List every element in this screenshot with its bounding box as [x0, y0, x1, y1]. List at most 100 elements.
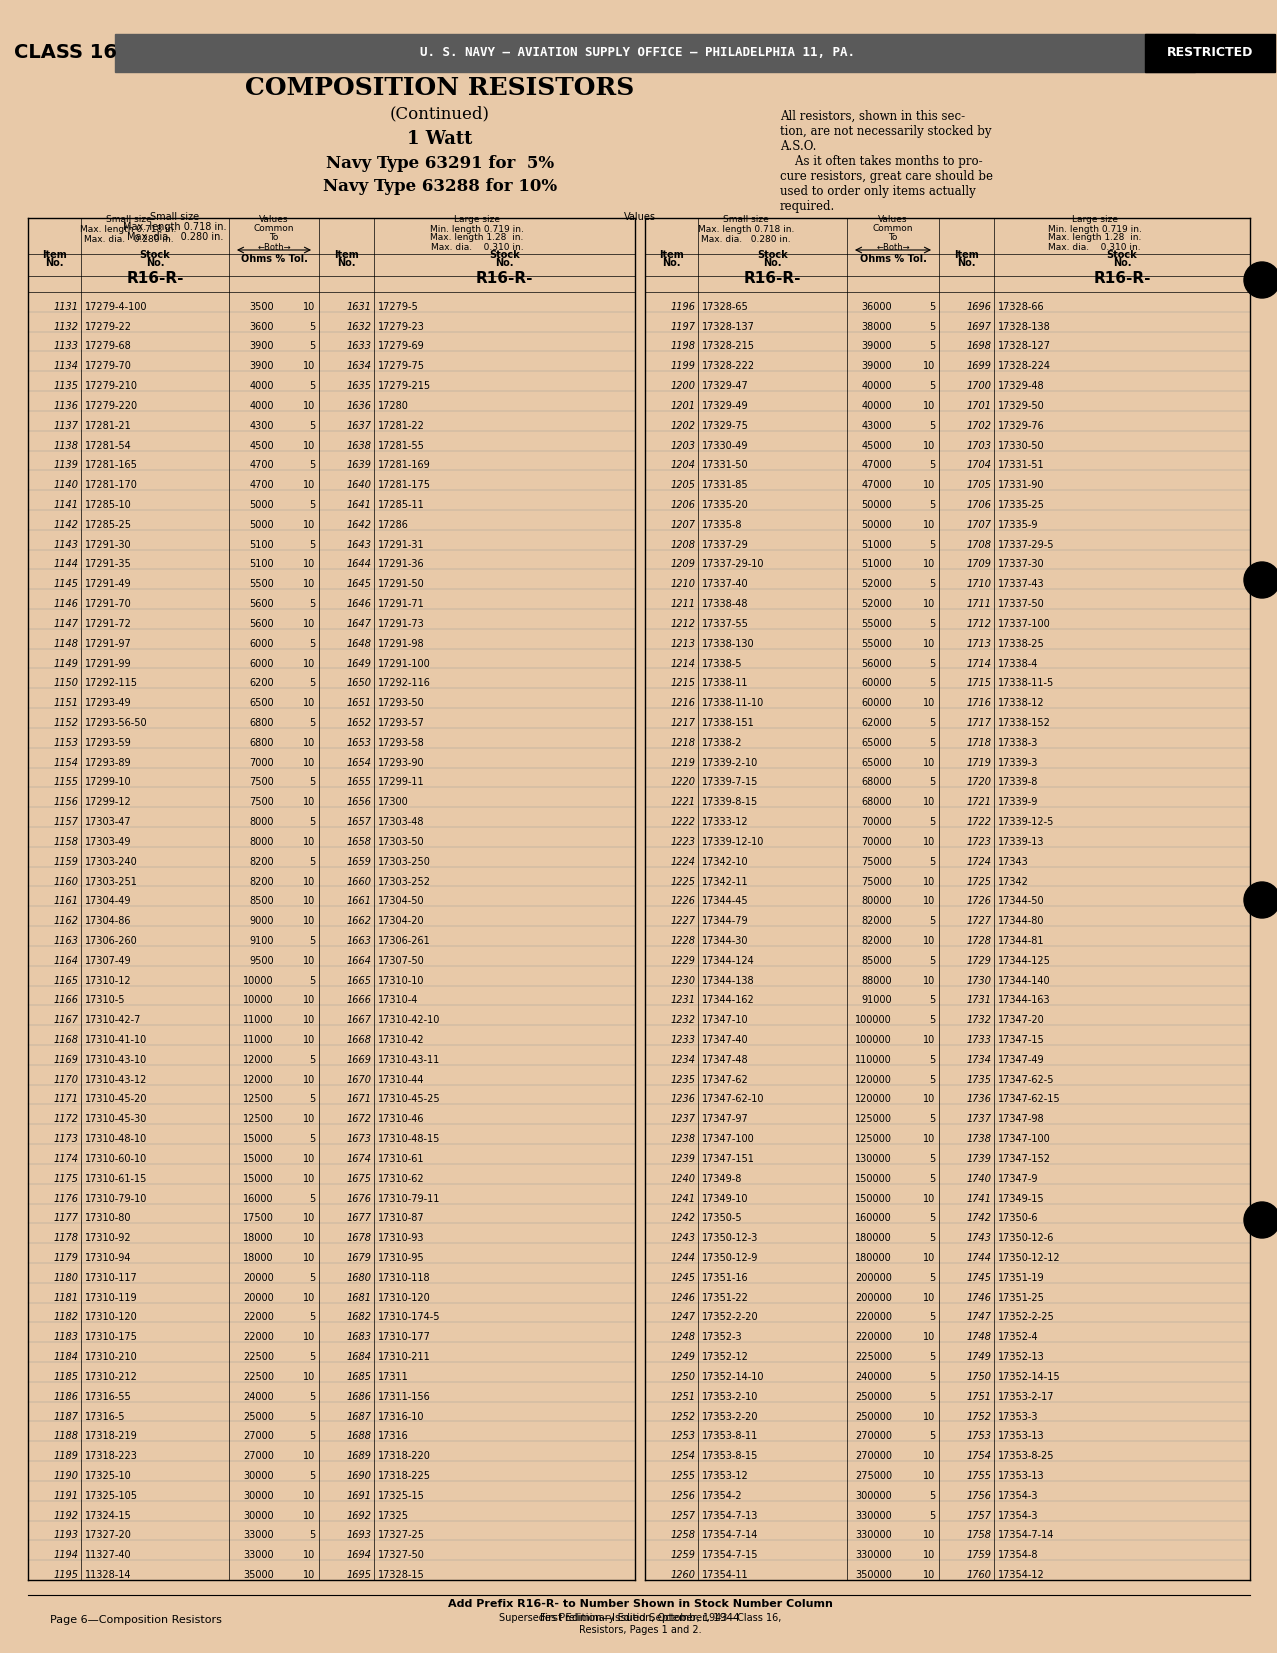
- Text: 1233: 1233: [670, 1035, 696, 1045]
- Text: 17310-61-15: 17310-61-15: [86, 1174, 147, 1184]
- Text: 17331-85: 17331-85: [702, 481, 748, 491]
- Text: 10: 10: [303, 1332, 315, 1342]
- Text: 17327-25: 17327-25: [378, 1531, 425, 1541]
- Text: 17339-12-5: 17339-12-5: [999, 817, 1055, 826]
- Text: All resistors, shown in this sec-
tion, are not necessarily stocked by
A.S.O.
  : All resistors, shown in this sec- tion, …: [780, 111, 994, 213]
- Text: 17353-13: 17353-13: [999, 1431, 1045, 1441]
- Text: 4700: 4700: [249, 461, 275, 471]
- Text: First Edition—Issued September, 1944: First Edition—Issued September, 1944: [540, 1613, 739, 1623]
- Text: 1736: 1736: [967, 1094, 992, 1104]
- Text: 1134: 1134: [54, 362, 79, 372]
- Text: 1741: 1741: [967, 1193, 992, 1203]
- Text: Max. dia.   0.280 in.: Max. dia. 0.280 in.: [84, 235, 174, 245]
- Text: 1654: 1654: [347, 757, 372, 767]
- Text: 1136: 1136: [54, 402, 79, 412]
- Text: 17337-43: 17337-43: [999, 579, 1045, 588]
- Text: 1212: 1212: [670, 618, 696, 628]
- Text: 17310-94: 17310-94: [86, 1253, 132, 1263]
- Text: 17347-15: 17347-15: [999, 1035, 1045, 1045]
- Text: Min. length 0.719 in.: Min. length 0.719 in.: [430, 225, 524, 235]
- Text: 1668: 1668: [347, 1035, 372, 1045]
- Text: 17310-45-25: 17310-45-25: [378, 1094, 441, 1104]
- Text: 17352-14-10: 17352-14-10: [702, 1372, 765, 1382]
- Text: 1696: 1696: [967, 302, 992, 312]
- Text: 55000: 55000: [861, 618, 893, 628]
- Text: 1739: 1739: [967, 1154, 992, 1164]
- Text: 10: 10: [303, 757, 315, 767]
- Text: 17303-251: 17303-251: [86, 876, 138, 886]
- Text: 17291-30: 17291-30: [86, 539, 132, 550]
- Bar: [115, 35, 1195, 73]
- Text: 1150: 1150: [54, 678, 79, 688]
- Text: 17351-22: 17351-22: [702, 1293, 748, 1303]
- Text: 17293-50: 17293-50: [378, 698, 425, 707]
- Text: Stock: Stock: [757, 250, 788, 260]
- Text: 17310-174-5: 17310-174-5: [378, 1312, 441, 1322]
- Text: 1216: 1216: [670, 698, 696, 707]
- Text: 5: 5: [928, 1431, 935, 1441]
- Text: 52000: 52000: [861, 579, 893, 588]
- Text: 1218: 1218: [670, 737, 696, 747]
- Text: 1723: 1723: [967, 836, 992, 846]
- Text: 5: 5: [928, 1074, 935, 1084]
- Text: 24000: 24000: [243, 1392, 275, 1402]
- Text: 17279-70: 17279-70: [86, 362, 132, 372]
- Text: 1204: 1204: [670, 461, 696, 471]
- Text: 10: 10: [303, 1213, 315, 1223]
- Text: 17285-25: 17285-25: [86, 519, 132, 531]
- Text: Small size: Small size: [723, 215, 769, 225]
- Text: 10: 10: [303, 441, 315, 451]
- Text: 7500: 7500: [249, 797, 275, 807]
- Text: 5600: 5600: [249, 598, 275, 608]
- Text: 1667: 1667: [347, 1015, 372, 1025]
- Text: 1730: 1730: [967, 975, 992, 985]
- Text: Stock: Stock: [489, 250, 520, 260]
- Text: Item: Item: [42, 250, 66, 260]
- Text: 10: 10: [923, 1332, 935, 1342]
- Text: 9100: 9100: [249, 936, 275, 946]
- Text: 17324-15: 17324-15: [86, 1511, 132, 1521]
- Text: 17352-2-25: 17352-2-25: [999, 1312, 1055, 1322]
- Text: 5: 5: [928, 322, 935, 332]
- Text: 17344-140: 17344-140: [999, 975, 1051, 985]
- Text: 5: 5: [309, 1531, 315, 1541]
- Text: 17318-220: 17318-220: [378, 1451, 430, 1461]
- Text: 17338-25: 17338-25: [999, 638, 1045, 648]
- Text: 17338-5: 17338-5: [702, 658, 742, 668]
- Text: 1721: 1721: [967, 797, 992, 807]
- Text: Item: Item: [954, 250, 979, 260]
- Text: 10000: 10000: [244, 995, 275, 1005]
- Text: 5: 5: [309, 461, 315, 471]
- Text: 150000: 150000: [856, 1193, 893, 1203]
- Text: 10: 10: [303, 1551, 315, 1560]
- Text: 1210: 1210: [670, 579, 696, 588]
- Text: 1143: 1143: [54, 539, 79, 550]
- Text: Item: Item: [659, 250, 684, 260]
- Text: 1191: 1191: [54, 1491, 79, 1501]
- Text: 17350-12-3: 17350-12-3: [702, 1233, 759, 1243]
- Text: 10: 10: [923, 896, 935, 906]
- Text: 10: 10: [303, 1451, 315, 1461]
- Text: 1198: 1198: [670, 342, 696, 352]
- Text: No.: No.: [495, 258, 513, 268]
- Text: 17354-7-14: 17354-7-14: [999, 1531, 1055, 1541]
- Text: 10: 10: [303, 896, 315, 906]
- Text: 1260: 1260: [670, 1570, 696, 1580]
- Text: 1663: 1663: [347, 936, 372, 946]
- Text: 17304-86: 17304-86: [86, 916, 132, 926]
- Text: 11000: 11000: [244, 1035, 275, 1045]
- Text: 1729: 1729: [967, 955, 992, 965]
- Text: 5: 5: [928, 1511, 935, 1521]
- Text: 1206: 1206: [670, 499, 696, 511]
- Text: 1731: 1731: [967, 995, 992, 1005]
- Text: 10: 10: [303, 302, 315, 312]
- Text: 1717: 1717: [967, 717, 992, 727]
- Text: 17310-44: 17310-44: [378, 1074, 424, 1084]
- Text: 17310-175: 17310-175: [86, 1332, 138, 1342]
- Text: 1709: 1709: [967, 559, 992, 570]
- Text: 17291-49: 17291-49: [86, 579, 132, 588]
- Text: 125000: 125000: [856, 1114, 893, 1124]
- Text: 1249: 1249: [670, 1352, 696, 1362]
- Text: 1671: 1671: [347, 1094, 372, 1104]
- Text: 17330-49: 17330-49: [702, 441, 748, 451]
